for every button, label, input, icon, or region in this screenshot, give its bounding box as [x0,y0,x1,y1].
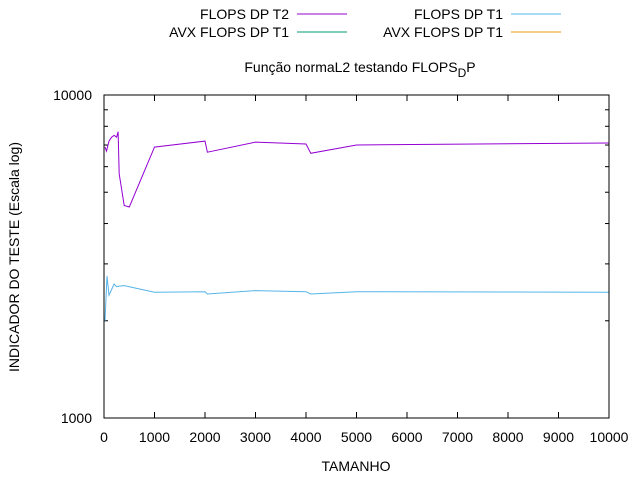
x-tick-label: 0 [100,429,108,445]
series-line-1 [104,131,610,208]
legend-label-4: AVX FLOPS DP T1 [383,24,503,40]
x-axis-label: TAMANHO [322,458,391,474]
legend: FLOPS DP T2 FLOPS DP T1 AVX FLOPS DP T1 … [169,6,561,40]
x-tick-label: 10000 [590,429,629,445]
chart-title: Função normaL2 testando FLOPSDP [244,59,475,80]
legend-entry-1: FLOPS DP T2 [200,6,347,22]
legend-entry-2: FLOPS DP T1 [414,6,561,22]
x-tick-label: 7000 [442,429,473,445]
legend-label-2: FLOPS DP T1 [414,6,503,22]
x-tick-label: 4000 [290,429,321,445]
chart-title-subscript: D [458,66,467,80]
y-tick-label: 1000 [61,410,92,426]
plot-lines [104,131,610,321]
chart-title-suffix: P [466,59,475,75]
x-tick-label: 9000 [543,429,574,445]
x-tick-label: 6000 [391,429,422,445]
legend-entry-4: AVX FLOPS DP T1 [383,24,561,40]
legend-label-1: FLOPS DP T2 [200,6,289,22]
y-tick-label: 10000 [53,87,92,103]
y-axis-label: INDICADOR DO TESTE (Escala log) [6,142,22,372]
x-ticks: 0 1000 2000 3000 4000 5000 6000 7000 8000 9000 100… [100,95,629,445]
x-tick-label: 2000 [189,429,220,445]
series-line-2 [104,276,610,321]
legend-label-3: AVX FLOPS DP T1 [169,24,289,40]
x-tick-label: 3000 [240,429,271,445]
x-tick-label: 1000 [139,429,170,445]
x-tick-label: 8000 [492,429,523,445]
y-ticks: 1000 10000 [53,87,609,426]
chart-title-main: Função normaL2 testando FLOPS [244,59,457,75]
legend-entry-3: AVX FLOPS DP T1 [169,24,347,40]
plot-frame [103,94,610,419]
x-tick-label: 5000 [341,429,372,445]
